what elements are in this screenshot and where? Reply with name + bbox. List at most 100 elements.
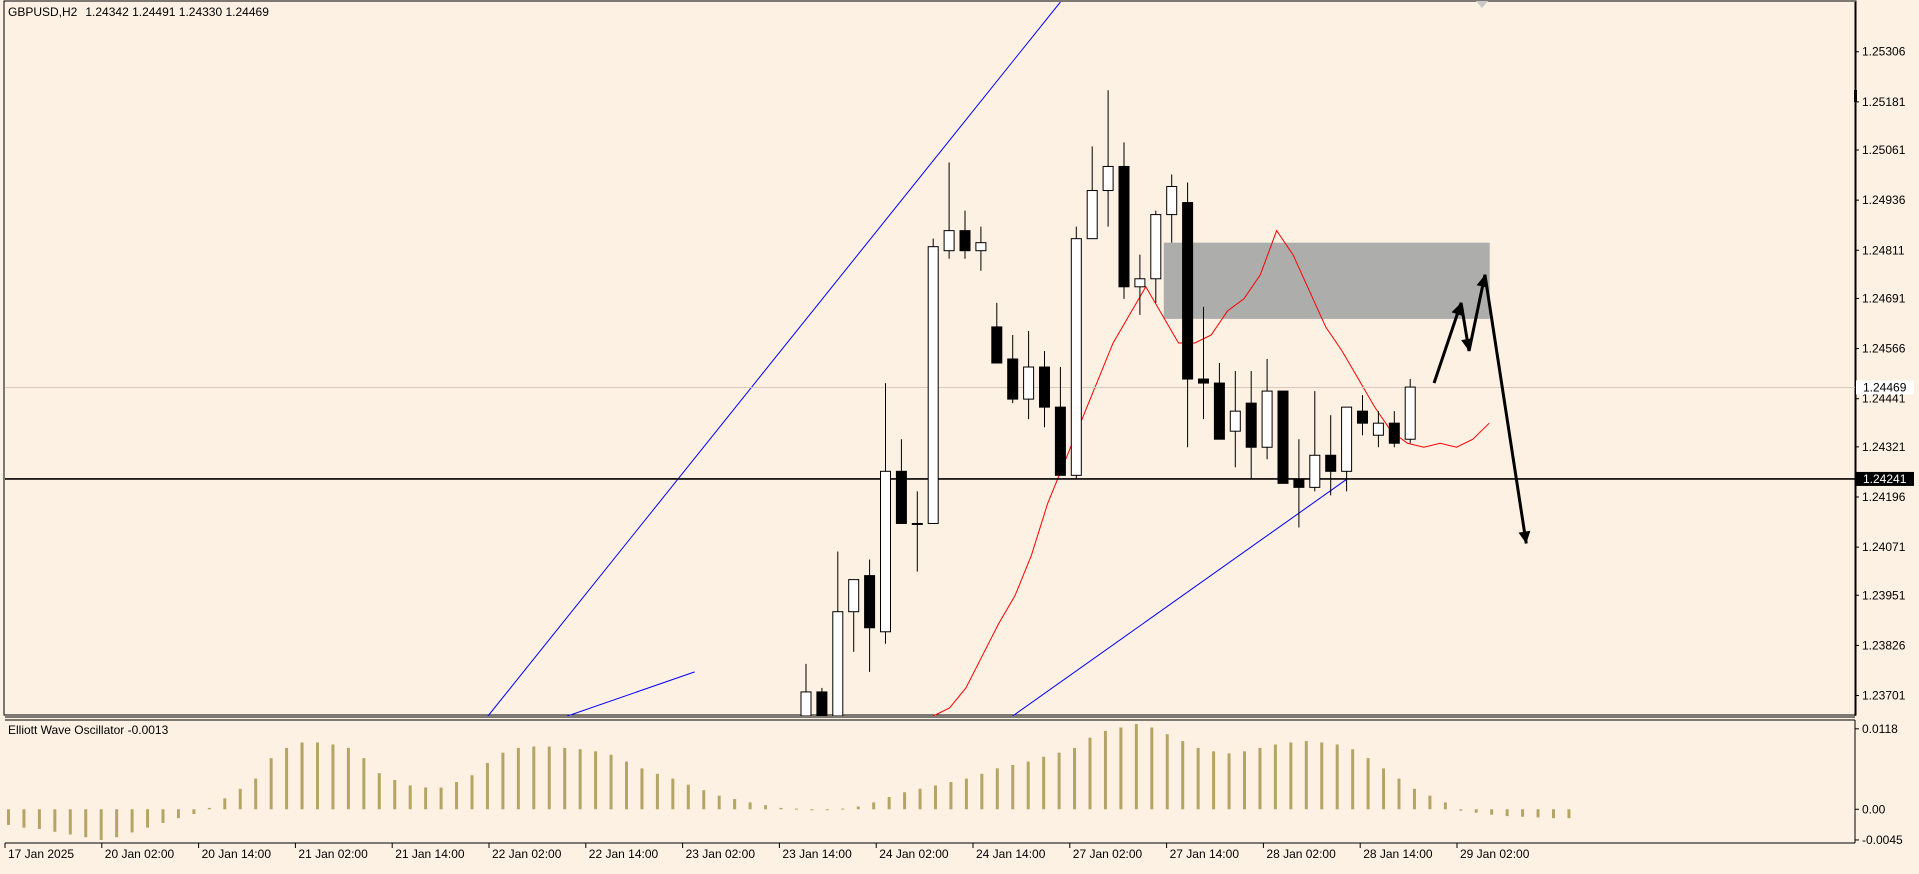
candle[interactable] [1404,379,1416,444]
bull-candle-body [1372,422,1384,436]
oscillator-bar [207,807,211,810]
candle[interactable] [1245,371,1257,480]
oscillator-bar [1134,724,1138,810]
trendline[interactable] [1012,478,1347,716]
candle[interactable] [1341,406,1353,492]
price-label-text: 1.24469 [1863,380,1907,394]
bull-candle-body [1150,214,1162,280]
oscillator-bar [485,762,489,810]
candle[interactable] [832,551,844,716]
bear-candle-body [1007,358,1019,400]
candle[interactable] [1293,439,1305,528]
candle[interactable] [1039,350,1050,428]
price-tick-label: 1.24691 [1862,291,1906,305]
candle[interactable] [1134,254,1146,315]
candle[interactable] [800,663,812,716]
oscillator-bar [794,808,798,810]
price-tick-label: 1.24196 [1862,490,1906,504]
candle[interactable] [991,302,1003,364]
trendline[interactable] [567,671,695,716]
oscillator-bar [1165,734,1169,810]
bear-candle-body [959,230,971,252]
candle[interactable] [959,210,971,259]
oscillator-bar [1103,730,1107,810]
bear-candle-body [991,326,1003,364]
oscillator-bar [161,809,165,823]
candle[interactable] [1166,174,1178,243]
oscillator-bar [455,782,459,810]
candle[interactable] [1023,330,1035,420]
oscillator-bar [269,758,273,810]
oscillator-bar [393,779,397,810]
candle[interactable] [864,559,876,672]
oscillator-bar [1243,751,1246,810]
price-label-box [1856,380,1914,395]
bull-candle-body [1404,386,1416,440]
oscillator-bar [377,773,381,810]
time-tick-label: 29 Jan 02:00 [1460,847,1530,861]
candle[interactable] [1150,210,1162,303]
candle[interactable] [880,383,891,644]
price-pane[interactable]: 1.25306 1.25181 1.25061 1.24936 1.24811 1.246… [5,1,1914,718]
oscillator-bar [872,802,876,810]
candle[interactable] [1261,359,1273,460]
oscillator-bar [810,809,814,811]
candle[interactable] [911,491,923,572]
candle[interactable] [1182,182,1194,448]
candle[interactable] [1118,142,1130,299]
candle[interactable] [1102,90,1114,227]
oscillator-bar [1490,809,1494,815]
oscillator-bar [316,742,319,810]
oscillator-bar [841,808,845,810]
candle[interactable] [1325,415,1337,496]
candle[interactable] [1213,363,1225,440]
candle[interactable] [927,238,939,524]
bull-candle-body [1309,454,1321,488]
candle[interactable] [1007,334,1019,404]
candle[interactable] [848,579,860,652]
supply-zone[interactable] [1163,242,1490,319]
bull-candle-body [1086,190,1098,240]
oscillator-bar [1567,809,1571,819]
candle[interactable] [1086,146,1098,240]
trendline[interactable] [487,2,1061,716]
oscillator-bar [223,798,227,810]
candle[interactable] [1229,371,1241,468]
oscillator-bar [887,797,891,810]
oscillator-tick-label: 0.0118 [1862,722,1898,736]
shift-marker-icon[interactable] [1476,1,1488,8]
bull-candle-body [832,611,844,716]
oscillator-bar [37,809,41,830]
bull-candle-body [1023,366,1035,400]
candle[interactable] [1388,411,1400,448]
candle[interactable] [1277,390,1289,484]
bull-candle-body [1341,406,1353,472]
candle[interactable] [1070,226,1082,480]
bull-candle-body [1070,238,1082,476]
oscillator-bar [934,785,937,810]
oscillator-bar [609,754,613,810]
oscillator-bar [825,809,829,811]
oscillator-bar [671,778,675,810]
candle[interactable] [943,162,955,259]
oscillator-bar [1397,778,1401,810]
oscillator-bar [1011,764,1015,810]
oscillator-pane[interactable]: 0.0118 0.00 -0.0045 Elliott Wave Oscillato… [5,719,1903,847]
price-tick-label: 1.25061 [1862,143,1906,157]
oscillator-bar [1351,749,1355,810]
candle[interactable] [1198,306,1209,420]
candle[interactable] [1372,411,1384,448]
candle[interactable] [816,687,828,716]
projection-arrowhead-icon [1461,338,1473,351]
candle[interactable] [1054,367,1066,476]
oscillator-bar [640,768,644,810]
oscillator-bar [686,784,690,810]
oscillator-bar [903,792,907,810]
candle[interactable] [1357,395,1368,436]
oscillator-bar [1428,795,1432,810]
candle[interactable] [975,226,987,271]
candle[interactable] [1309,391,1321,492]
oscillator-bar [501,752,505,810]
candle[interactable] [895,439,907,524]
